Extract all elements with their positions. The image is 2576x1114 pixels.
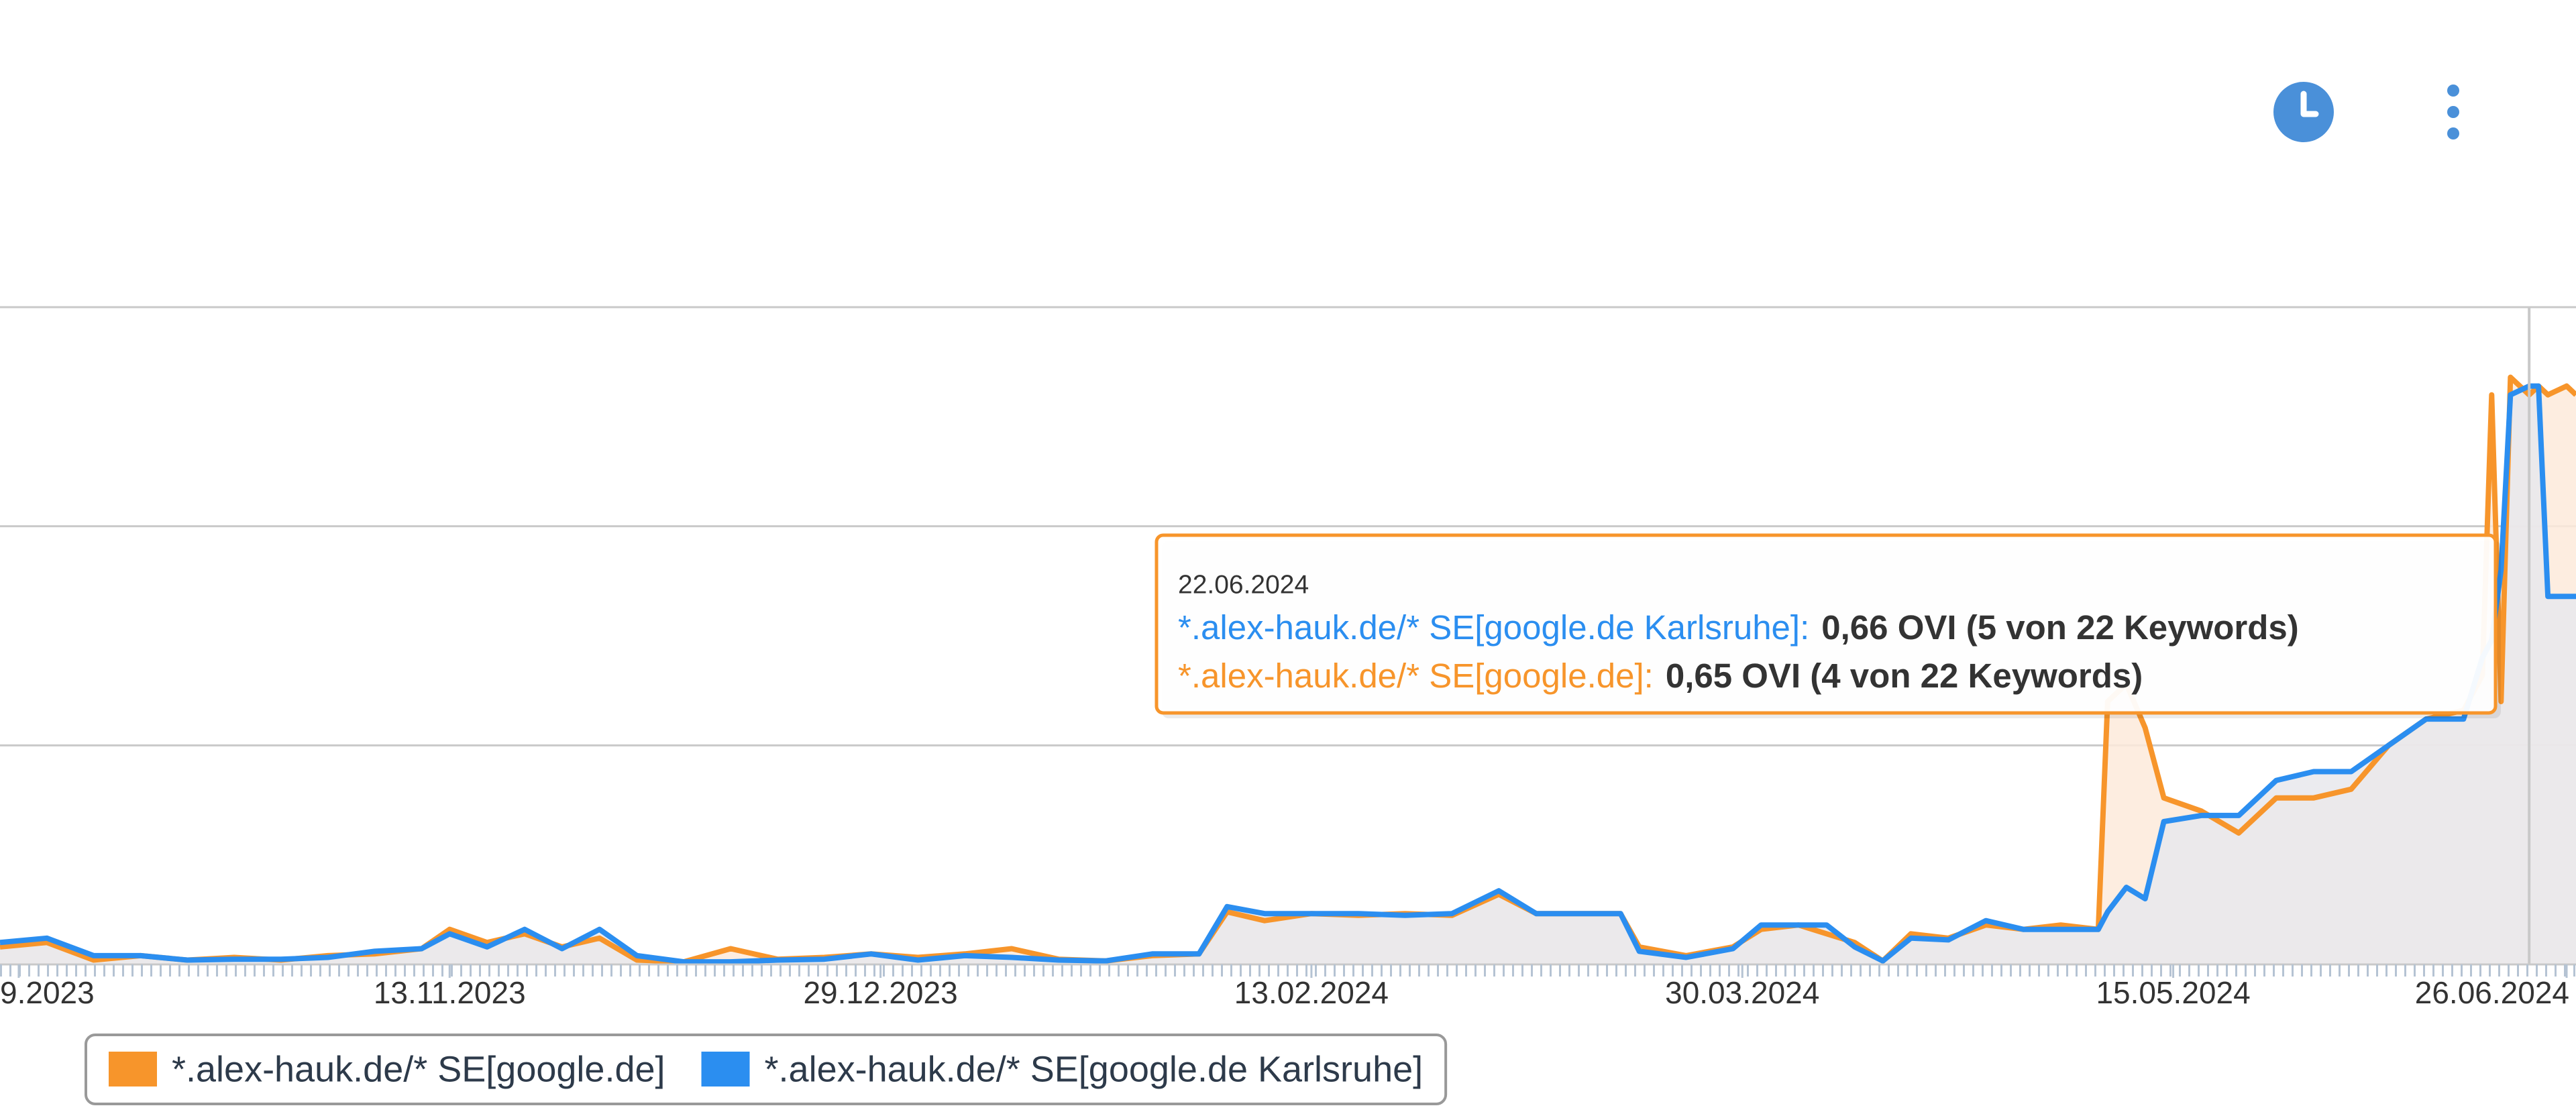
- legend-box: [85, 1034, 1448, 1105]
- x-tick-label: 9.2023: [0, 975, 95, 1010]
- x-tick-label: 29.12.2023: [803, 975, 957, 1010]
- x-tick-label: 30.03.2024: [1665, 975, 1819, 1010]
- tooltip-row: *.alex-hauk.de/* SE[google.de Karlsruhe]…: [1178, 608, 2299, 647]
- legend-item[interactable]: *.alex-hauk.de/* SE[google.de]: [109, 1049, 665, 1089]
- tooltip-box: [1155, 533, 2498, 715]
- toolbar: [2273, 82, 2459, 142]
- tooltip-date: 22.06.2024: [1178, 570, 1309, 599]
- tooltip-series: *.alex-hauk.de/* SE[google.de Karlsruhe]…: [1178, 608, 1809, 647]
- series-area: [0, 386, 2576, 964]
- x-tick-label: 13.11.2023: [374, 975, 526, 1010]
- legend-item[interactable]: *.alex-hauk.de/* SE[google.de Karlsruhe]: [701, 1049, 1424, 1089]
- x-tick-label: 26.06.2024: [2415, 975, 2569, 1010]
- legend-label: *.alex-hauk.de/* SE[google.de Karlsruhe]: [765, 1049, 1424, 1089]
- x-tick-label: 15.05.2024: [2096, 975, 2250, 1010]
- legend-swatch: [109, 1052, 157, 1087]
- history-button[interactable]: [2273, 82, 2334, 142]
- tooltip-value: 0,65 OVI (4 von 22 Keywords): [1666, 657, 2143, 695]
- tooltip-row: *.alex-hauk.de/* SE[google.de]: 0,65 OVI …: [1178, 657, 2143, 695]
- clock-hands: [2300, 91, 2319, 117]
- legend-swatch: [701, 1052, 750, 1087]
- menu-dot: [2447, 85, 2459, 97]
- menu-dot: [2447, 106, 2459, 118]
- tooltip-value: 0,66 OVI (5 von 22 Keywords): [1821, 608, 2298, 647]
- legend-label: *.alex-hauk.de/* SE[google.de]: [172, 1049, 665, 1089]
- menu-button[interactable]: [2447, 85, 2459, 140]
- series-line: [0, 383, 2576, 965]
- tooltip: 22.06.2024 *.alex-hauk.de/* SE[google.de …: [1155, 307, 2531, 964]
- x-tick-label: 13.02.2024: [1234, 975, 1389, 1010]
- legend: *.alex-hauk.de/* SE[google.de] *.alex-hau…: [85, 1034, 1448, 1105]
- plot-area: [0, 374, 2576, 965]
- tooltip-series: *.alex-hauk.de/* SE[google.de]:: [1178, 657, 1654, 695]
- x-axis: 9.2023 13.11.2023 29.12.2023 13.02.2024 30.0…: [0, 963, 2576, 1010]
- menu-dot: [2447, 127, 2459, 140]
